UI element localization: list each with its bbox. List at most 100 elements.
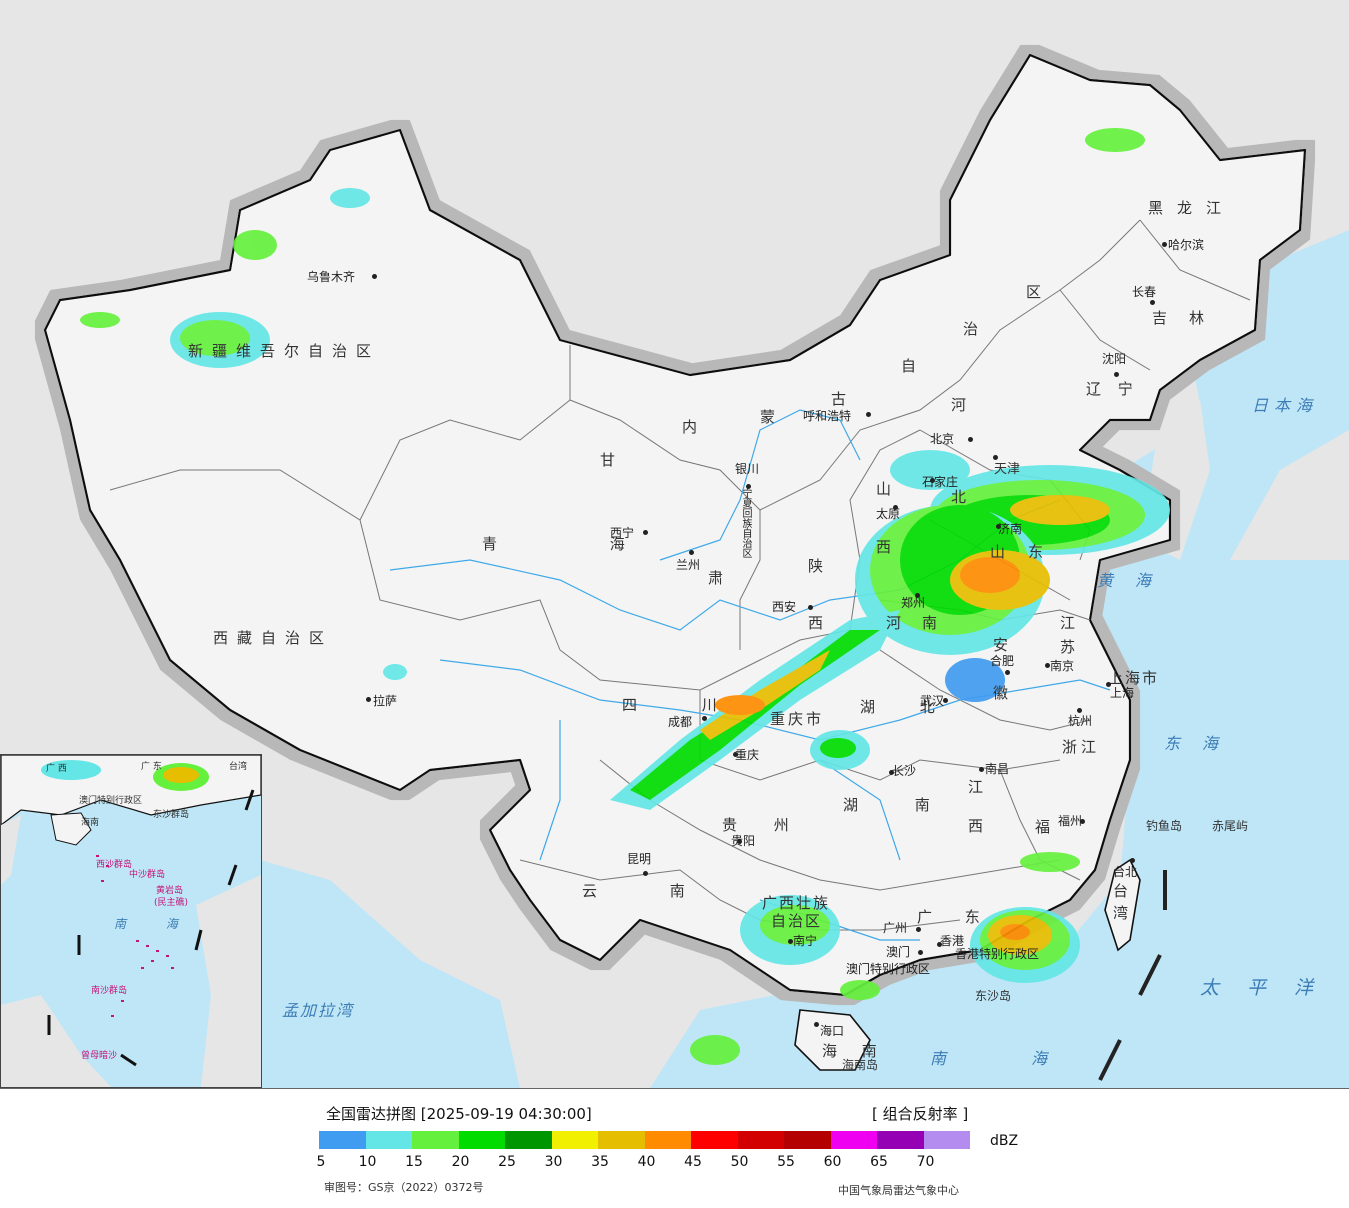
city-harbin: 哈尔滨 (1168, 238, 1205, 252)
region-gansu-2: 肃 (708, 569, 733, 587)
city-fuzhou: 福州 (1058, 814, 1083, 828)
radar-map: 新疆维吾尔自治区 西藏自治区 青 海 甘 肃 内 蒙 古 自 治 区 黑龙江 吉… (0, 0, 1349, 1089)
region-jiangxi-2: 西 (968, 817, 993, 835)
legend-title: 全国雷达拼图 [2025-09-19 04:30:00] (326, 1105, 592, 1123)
inset-minzhu: (民主礁) (154, 898, 189, 908)
city-dot (915, 593, 920, 598)
region-jilin: 吉林 (1152, 309, 1227, 327)
city-shanghai: 上海 (1110, 686, 1135, 700)
city-dot (1114, 372, 1119, 377)
legend-color-scale (319, 1131, 970, 1149)
region-henan-2: 南 (922, 614, 947, 632)
city-taiyuan: 太原 (876, 507, 901, 521)
china-land (43, 53, 1307, 997)
city-dot (733, 752, 738, 757)
city-dot (993, 455, 998, 460)
city-dot (916, 927, 921, 932)
legend-tick-label: 5 (316, 1154, 326, 1170)
legend-tick-label: 45 (684, 1154, 702, 1170)
city-hefei: 合肥 (990, 654, 1015, 668)
region-shanghai: 上海市 (1108, 669, 1160, 687)
region-fujian: 福 (1035, 818, 1060, 836)
city-dot (1045, 663, 1050, 668)
city-dot (893, 505, 898, 510)
sea-east-label: 东海 (1164, 734, 1241, 753)
taiwan-island (1104, 858, 1141, 952)
city-guiyang: 贵阳 (731, 834, 756, 848)
region-hebei-2: 北 (951, 488, 976, 506)
city-beijing: 北京 (930, 432, 955, 446)
region-neimenggu-5: 治 (963, 320, 988, 338)
legend-tick-label: 50 (730, 1154, 749, 1170)
legend-tick-label: 20 (451, 1154, 470, 1170)
city-xian: 西安 (772, 600, 797, 614)
city-taibei: 台北 (1113, 865, 1138, 879)
legend-tick-label: 65 (870, 1154, 888, 1170)
legend-tick-label: 40 (637, 1154, 656, 1170)
city-haikou: 海口 (820, 1024, 845, 1038)
city-dot (918, 950, 923, 955)
city-kunming: 昆明 (627, 852, 652, 866)
region-taiwan-2: 湾 (1113, 904, 1138, 922)
city-urumqi: 乌鲁木齐 (307, 270, 356, 284)
legend-tick-label: 30 (544, 1154, 563, 1170)
legend-unit: dBZ (990, 1133, 1019, 1149)
inset-hainan: 海南 (81, 818, 100, 828)
region-shandong-2: 东 (1028, 543, 1053, 561)
region-xizang: 西藏自治区 (213, 629, 334, 647)
city-hangzhou: 杭州 (1068, 714, 1093, 728)
city-macao: 澳门 (886, 945, 911, 959)
legend-swatch (458, 1131, 505, 1149)
city-nanchang: 南昌 (985, 762, 1010, 776)
region-tianjin: 天津 (994, 462, 1021, 477)
inset-guangxi: 广 西 (46, 764, 67, 774)
inset-dongsha: 东沙群岛 (153, 810, 190, 820)
sea-japan-label: 日本海 (1252, 396, 1319, 415)
region-shanxi-1: 山 (876, 480, 901, 498)
city-shijiazhuang: 石家庄 (922, 475, 959, 489)
inset-guangdong: 广 东 (141, 762, 162, 772)
region-neimenggu-3: 古 (831, 390, 856, 408)
region-taiwan-1: 台 (1113, 882, 1138, 900)
city-nanjing: 南京 (1050, 659, 1075, 673)
legend-tick-label: 60 (823, 1154, 842, 1170)
legend-swatch (877, 1131, 924, 1149)
city-dot (814, 1022, 819, 1027)
legend-tick-label: 25 (498, 1154, 516, 1170)
city-dot (968, 437, 973, 442)
island-dongsha: 东沙岛 (975, 989, 1012, 1003)
region-guangdong: 广 东 (917, 908, 994, 926)
region-anhui-1: 安 (993, 636, 1018, 654)
region-hebei-1: 河 (951, 396, 976, 414)
city-dot (930, 478, 935, 483)
legend-source: 中国气象局雷达气象中心 (838, 1184, 959, 1197)
island-hainan: 海南岛 (842, 1058, 879, 1072)
legend-tick-label: 35 (591, 1154, 609, 1170)
region-guangxi-1: 广西壮族 (762, 894, 831, 912)
city-changsha: 长沙 (892, 764, 917, 778)
inset-canvas (1, 755, 261, 1087)
legend-swatch (598, 1131, 645, 1149)
region-hainan: 海 南 (822, 1042, 887, 1060)
region-sichuan: 四 川 (622, 696, 747, 714)
city-guangzhou: 广州 (883, 921, 908, 935)
region-chongqing: 重庆市 (770, 710, 825, 728)
city-dot (937, 942, 942, 947)
city-chongqing: 重庆 (735, 748, 760, 762)
city-dot (1080, 819, 1085, 824)
legend-swatch (784, 1131, 831, 1149)
legend-product: [ 组合反射率 ] (872, 1105, 969, 1123)
city-yinchuan: 银川 (735, 462, 760, 476)
city-dot (746, 484, 751, 489)
region-shaanxi-1: 陕 (808, 557, 833, 575)
island-chiwei: 赤尾屿 (1212, 819, 1249, 833)
inset-taiwan: 台湾 (229, 762, 248, 772)
city-dot (788, 939, 793, 944)
legend-approval: 审图号：GS京（2022）0372号 (324, 1181, 484, 1194)
city-wuhan: 武汉 (920, 694, 945, 708)
city-dot (1005, 670, 1010, 675)
sea-yellow-label: 黄海 (1097, 571, 1174, 590)
region-jiangsu-2: 苏 (1060, 638, 1085, 656)
region-gansu: 甘 (600, 451, 625, 469)
legend-swatch (319, 1131, 366, 1149)
